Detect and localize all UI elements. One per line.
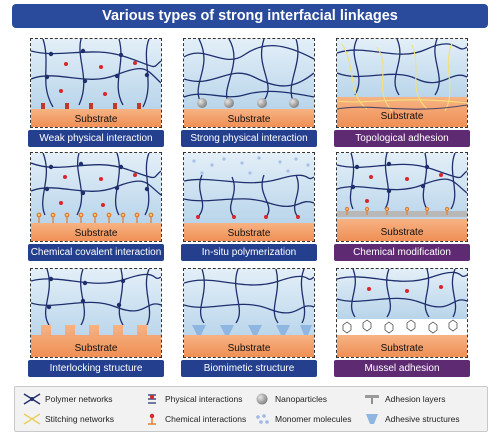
- legend-item: Polymer networks: [23, 391, 113, 407]
- panel-caption: In-situ polymerization: [181, 244, 317, 261]
- substrate-label: Substrate: [228, 343, 271, 354]
- substrate-label: Substrate: [75, 343, 118, 354]
- stitching-network-icon: [23, 413, 41, 425]
- page-title: Various types of strong interfacial link…: [12, 4, 488, 28]
- legend-label: Adhesion layers: [385, 394, 446, 404]
- legend-item: Physical interactions: [143, 391, 242, 407]
- panel-caption: Topological adhesion: [334, 130, 470, 147]
- panel-weak-physical-interaction: Substrate Weak physical interaction: [28, 38, 164, 148]
- panel-caption: Biomimetic structure: [181, 360, 317, 377]
- polymer-network-icon: [23, 393, 41, 405]
- panel-mussel-adhesion: Substrate Mussel adhesion: [334, 268, 470, 378]
- legend-label: Adhesive structures: [385, 414, 460, 424]
- adhesion-layer-icon: [365, 395, 379, 404]
- panel-interlocking-structure: Substrate Interlocking structure: [28, 268, 164, 378]
- panel-chemical-covalent-interaction: Substrate Chemical covalent interaction: [28, 152, 164, 262]
- substrate-label: Substrate: [381, 343, 424, 354]
- panel-caption: Strong physical interaction: [181, 130, 317, 147]
- legend-label: Physical interactions: [165, 394, 243, 404]
- chemical-interaction-icon: [148, 413, 156, 425]
- legend-item: Stitching networks: [23, 411, 114, 427]
- panel-illustration: Substrate: [30, 268, 162, 358]
- legend-label: Nanoparticles: [275, 394, 327, 404]
- panel-in-situ-polymerization: Substrate In-situ polymerization: [181, 152, 317, 262]
- substrate-label: Substrate: [75, 228, 118, 239]
- panel-illustration: Substrate: [183, 268, 315, 358]
- panel-illustration: Substrate: [336, 152, 468, 242]
- legend-item: Monomer molecules: [253, 411, 352, 427]
- substrate-label: Substrate: [228, 114, 271, 125]
- legend-label: Monomer molecules: [275, 414, 352, 424]
- substrate-label: Substrate: [228, 228, 271, 239]
- panel-strong-physical-interaction: Substrate Strong physical interaction: [181, 38, 317, 148]
- panel-caption: Chemical covalent interaction: [28, 244, 164, 261]
- legend-label: Stitching networks: [45, 414, 114, 424]
- panel-caption: Mussel adhesion: [334, 360, 470, 377]
- legend-label: Polymer networks: [45, 394, 113, 404]
- physical-interaction-icon: [148, 394, 156, 404]
- legend: Polymer networks Physical interactions N…: [14, 386, 488, 432]
- legend-label: Chemical interactions: [165, 414, 247, 424]
- adhesive-structure-icon: [366, 414, 378, 424]
- legend-item: Nanoparticles: [253, 391, 327, 407]
- panel-caption: Interlocking structure: [28, 360, 164, 377]
- panel-topological-adhesion: Substrate Topological adhesion: [334, 38, 470, 148]
- nanoparticle-icon: [256, 393, 268, 405]
- legend-item: Adhesive structures: [363, 411, 460, 427]
- legend-item: Chemical interactions: [143, 411, 246, 427]
- panel-illustration: Substrate: [183, 152, 315, 242]
- panel-illustration: Substrate: [30, 152, 162, 242]
- panel-caption: Chemical modification: [334, 244, 470, 261]
- panel-illustration: Substrate: [336, 268, 468, 358]
- substrate-label: Substrate: [381, 227, 424, 238]
- panel-illustration: Substrate: [336, 38, 468, 128]
- legend-item: Adhesion layers: [363, 391, 445, 407]
- panel-illustration: Substrate: [183, 38, 315, 128]
- substrate-label: Substrate: [381, 111, 424, 122]
- panel-caption: Weak physical interaction: [28, 130, 164, 147]
- substrate-label: Substrate: [75, 114, 118, 125]
- panel-illustration: Substrate: [30, 38, 162, 128]
- panel-chemical-modification: Substrate Chemical modification: [334, 152, 470, 262]
- monomer-molecule-icon: [256, 414, 269, 424]
- panel-biomimetic-structure: Substrate Biomimetic structure: [181, 268, 317, 378]
